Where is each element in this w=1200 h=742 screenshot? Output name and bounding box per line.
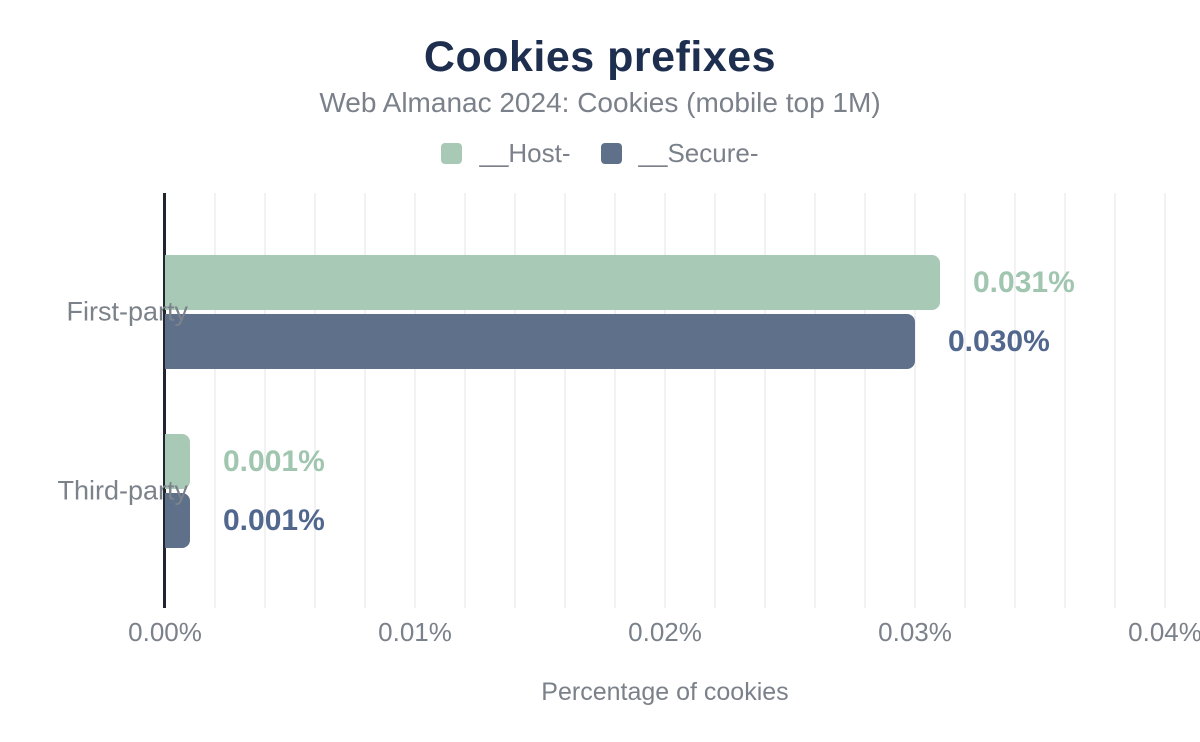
legend-swatch-secure-icon xyxy=(600,142,622,164)
bar-secure-third-party[interactable] xyxy=(165,493,190,548)
x-axis-title: Percentage of cookies xyxy=(541,678,789,706)
bar-value-label-host-third-party: 0.001% xyxy=(223,445,325,478)
x-tick-label-0: 0.00% xyxy=(128,617,202,647)
x-tick-label-3: 0.03% xyxy=(878,617,952,647)
gridline xyxy=(714,193,716,608)
gridline xyxy=(964,193,966,608)
category-label-first-party: First-party xyxy=(66,296,189,327)
y-axis-line xyxy=(163,193,166,608)
gridline xyxy=(264,193,266,608)
gridline xyxy=(1114,193,1116,608)
bar-host-first-party[interactable] xyxy=(165,255,940,310)
gridline xyxy=(864,193,866,608)
gridline xyxy=(1064,193,1066,608)
bar-value-label-secure-first-party: 0.030% xyxy=(948,325,1050,358)
chart-subtitle: Web Almanac 2024: Cookies (mobile top 1M… xyxy=(319,87,881,118)
bar-value-label-secure-third-party: 0.001% xyxy=(223,504,325,537)
gridline xyxy=(764,193,766,608)
legend: __Host- __Secure- xyxy=(0,140,1200,166)
gridline xyxy=(614,193,616,608)
gridline xyxy=(1014,193,1016,608)
plot-area: 0.031% 0.001% 0.030% 0.001% xyxy=(163,193,1166,608)
gridline xyxy=(364,193,366,608)
gridline xyxy=(564,193,566,608)
gridline xyxy=(214,193,216,608)
category-label-third-party: Third-party xyxy=(57,475,188,506)
legend-swatch-host-icon xyxy=(441,142,463,164)
gridline xyxy=(414,193,416,608)
gridline xyxy=(514,193,516,608)
chart-title: Cookies prefixes xyxy=(423,33,777,81)
bar-host-third-party[interactable] xyxy=(165,434,190,489)
x-tick-label-2: 0.02% xyxy=(628,617,702,647)
legend-item-host[interactable]: __Host- xyxy=(441,138,571,168)
gridline xyxy=(464,193,466,608)
legend-label-secure: __Secure- xyxy=(638,138,759,168)
legend-item-secure[interactable]: __Secure- xyxy=(600,138,759,168)
x-tick-label-4: 0.04% xyxy=(1128,617,1200,647)
bar-value-label-host-first-party: 0.031% xyxy=(973,266,1075,299)
gridline xyxy=(914,193,916,608)
bar-secure-first-party[interactable] xyxy=(165,314,915,369)
gridline xyxy=(664,193,666,608)
gridline xyxy=(314,193,316,608)
x-tick-label-1: 0.01% xyxy=(378,617,452,647)
legend-label-host: __Host- xyxy=(479,138,571,168)
gridline xyxy=(814,193,816,608)
gridline xyxy=(1164,193,1166,608)
